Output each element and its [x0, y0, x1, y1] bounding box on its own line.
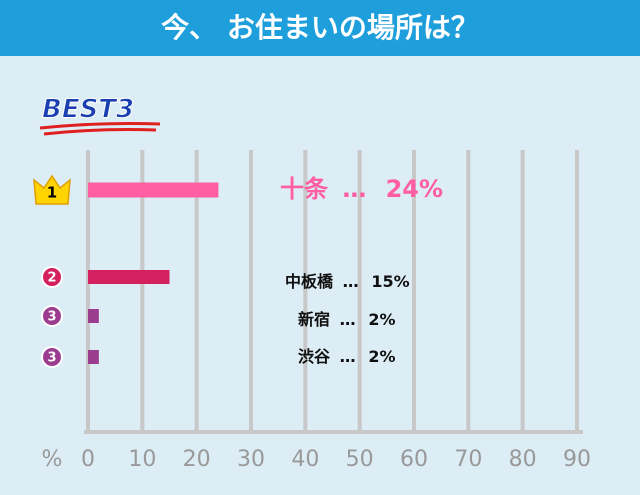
- category-label: 十条: [280, 175, 329, 203]
- x-axis-label: %: [42, 447, 63, 472]
- bar: [88, 309, 99, 323]
- value-text: 24%: [386, 175, 443, 203]
- x-tick-label: 30: [237, 447, 265, 472]
- rank-circle: [41, 266, 63, 288]
- value-label: 渋谷 … 2%: [298, 347, 396, 366]
- bar: [88, 350, 99, 364]
- rank-circle: [41, 305, 63, 327]
- separator: …: [340, 310, 356, 329]
- separator: …: [342, 175, 366, 203]
- value-text: 2%: [368, 347, 395, 366]
- best-badge: BEST3: [42, 95, 134, 125]
- category-label: 渋谷: [298, 347, 331, 366]
- value-label: 中板橋 … 15%: [285, 272, 410, 291]
- value-text: 15%: [371, 272, 409, 291]
- separator: …: [340, 347, 356, 366]
- crown-icon: [33, 174, 71, 205]
- x-tick-label: 60: [400, 447, 428, 472]
- category-label: 中板橋: [285, 272, 334, 291]
- rank-label: 2: [47, 271, 56, 286]
- rank-label: 3: [47, 310, 56, 325]
- x-tick-label: 70: [454, 447, 482, 472]
- bar: [88, 182, 219, 198]
- bar: [88, 270, 170, 284]
- header-bar: [0, 0, 640, 56]
- category-label: 新宿: [298, 310, 330, 329]
- value-label: 新宿 … 2%: [298, 310, 396, 329]
- x-tick-label: 40: [291, 447, 319, 472]
- badge-underline: [39, 122, 161, 136]
- x-tick-label: 20: [183, 447, 211, 472]
- x-tick-label: 50: [346, 447, 374, 472]
- x-tick-label: 0: [81, 447, 95, 472]
- value-label: 十条 … 24%: [280, 175, 443, 203]
- chart-title: 今、 お住まいの場所は？: [161, 11, 479, 44]
- rank-label: 3: [47, 351, 56, 366]
- x-tick-label: 80: [509, 447, 537, 472]
- rank-circle: [41, 346, 63, 368]
- rank-label: 1: [47, 184, 57, 202]
- x-tick-label: 10: [128, 447, 156, 472]
- value-text: 2%: [368, 310, 395, 329]
- separator: …: [343, 272, 359, 291]
- x-tick-label: 90: [563, 447, 591, 472]
